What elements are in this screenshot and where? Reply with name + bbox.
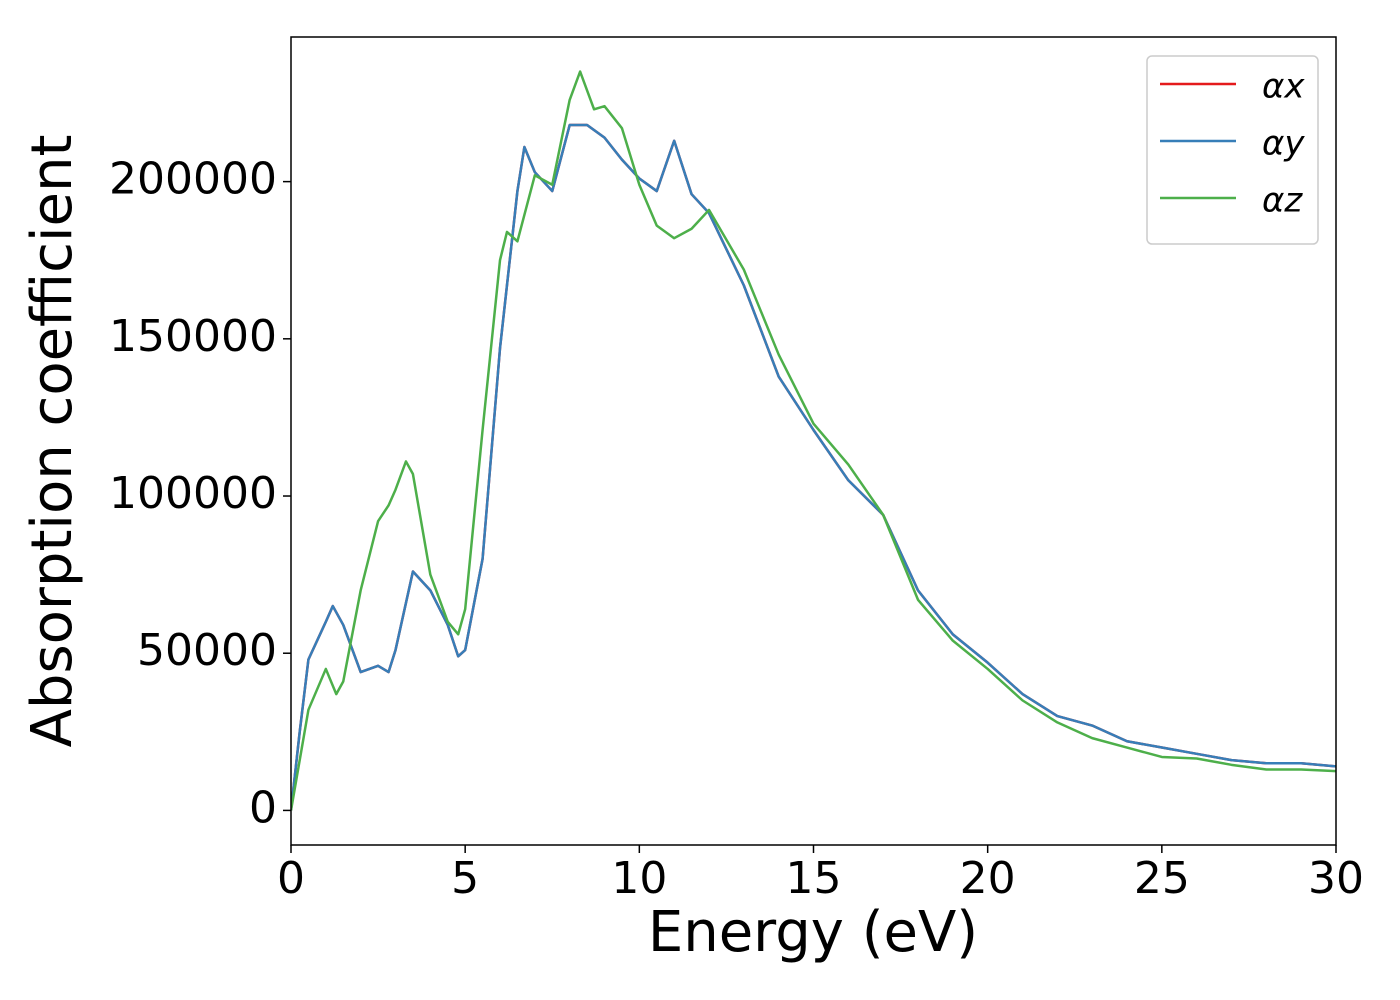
- x-tick-label: 30: [1308, 853, 1364, 904]
- legend-label: αz: [1262, 181, 1303, 221]
- x-tick-label: 5: [451, 853, 479, 904]
- x-axis-label: Energy (eV): [648, 900, 978, 965]
- x-tick-label: 0: [277, 853, 305, 904]
- line: [291, 123, 1336, 811]
- y-tick-label: 50000: [137, 625, 277, 676]
- legend-label: αx: [1262, 67, 1305, 107]
- y-tick-label: 200000: [109, 154, 277, 205]
- y-tick-label: 0: [249, 782, 277, 833]
- x-tick-label: 20: [960, 853, 1016, 904]
- x-tick-label: 10: [611, 853, 667, 904]
- y-tick-label: 100000: [109, 468, 277, 519]
- x-tick-label: 25: [1134, 853, 1190, 904]
- legend-label: αy: [1262, 124, 1305, 164]
- line: [291, 70, 1336, 811]
- y-tick-label: 150000: [109, 311, 277, 362]
- plot-frame: [290, 36, 1337, 846]
- x-tick-label: 15: [786, 853, 842, 904]
- y-axis-label: Absorption coefficient: [20, 135, 85, 748]
